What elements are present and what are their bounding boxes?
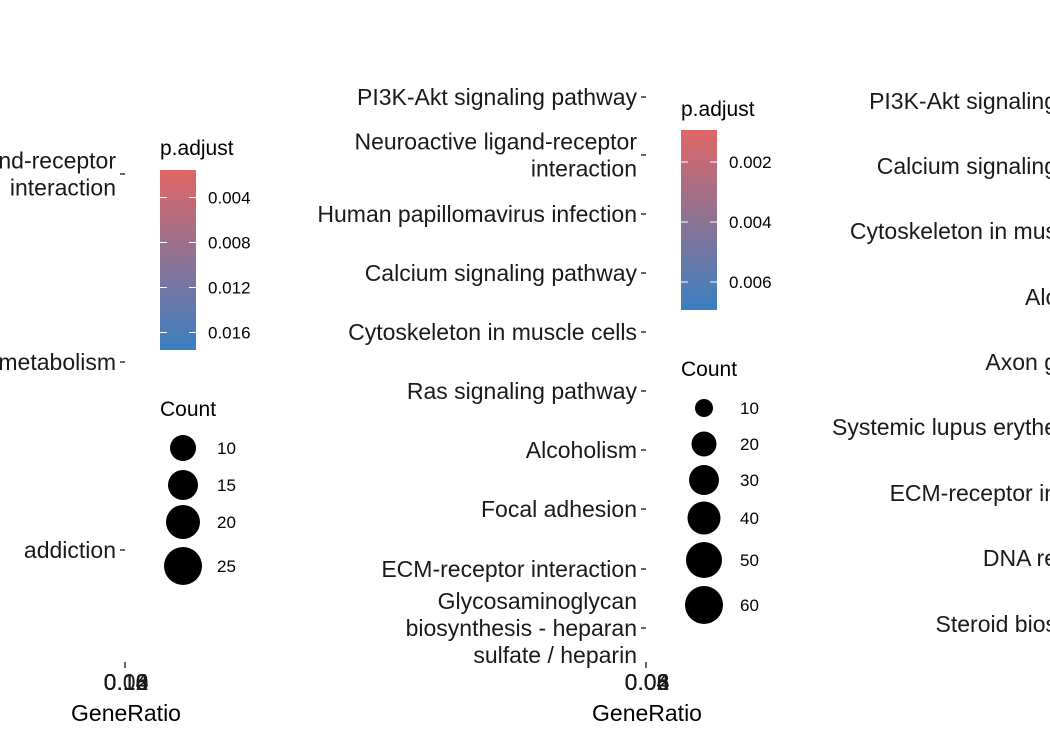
color-bar	[681, 130, 717, 310]
color-legend-label: 0.008	[208, 234, 251, 253]
color-legend-title: p.adjust	[681, 98, 755, 121]
x-axis-title: GeneRatio	[71, 700, 181, 726]
y-tick-label: PI3K-Akt signaling pathway	[357, 84, 637, 110]
size-legend-label: 50	[740, 551, 759, 570]
y-tick-label: metabolism	[0, 349, 116, 375]
size-legend-dot	[164, 547, 202, 585]
size-legend-label: 60	[740, 596, 759, 615]
y-tick-label: Systemic lupus erythe	[832, 414, 1050, 440]
size-legend-label: 30	[740, 471, 759, 490]
y-tick-label: PI3K-Akt signaling	[869, 88, 1050, 114]
y-tick-label: ECM-receptor in	[890, 480, 1050, 506]
size-legend-dot	[691, 431, 717, 457]
size-legend-dot	[170, 435, 196, 461]
size-legend-label: 40	[740, 509, 759, 528]
color-legend: p.adjust 0.004 0.008 0.012 0.016	[160, 137, 251, 350]
x-tick-label: 0.06	[625, 669, 670, 695]
y-tick-label: addiction	[24, 537, 116, 563]
size-legend-label: 20	[740, 435, 759, 454]
y-tick-label: Steroid bios	[936, 611, 1050, 637]
y-tick-label: Calcium signaling pathway	[365, 260, 638, 286]
x-tick-label: 0.10	[104, 669, 149, 695]
color-legend-label: 0.002	[729, 153, 772, 172]
size-legend-dot	[166, 505, 200, 539]
x-tick-label: 0.16	[104, 669, 149, 695]
y-tick-label: Cytoskeleton in muscle cells	[348, 319, 637, 345]
size-legend-label: 25	[217, 557, 236, 576]
size-legend-label: 10	[740, 399, 759, 418]
y-tick-label: DNA re	[983, 545, 1050, 571]
size-legend-dot	[686, 542, 722, 578]
x-tick-label: 0.04	[625, 669, 670, 695]
y-tick-label: Ras signaling pathway	[407, 378, 638, 404]
y-tick-label: Calcium signaling	[877, 153, 1050, 179]
y-tick-label: Cytoskeleton in mus	[850, 218, 1050, 244]
y-tick-label: Alc	[1025, 284, 1050, 310]
size-legend-dot	[689, 465, 719, 495]
y-tick-label: Focal adhesion	[481, 496, 637, 522]
x-tick-label: 0.08	[625, 669, 670, 695]
size-legend-title: Count	[160, 398, 216, 421]
y-tick-label: ECM-receptor interaction	[381, 556, 637, 582]
y-tick-label: Axon g	[985, 349, 1050, 375]
color-bar	[160, 170, 196, 350]
color-legend-label: 0.004	[729, 213, 772, 232]
x-axis-title: GeneRatio	[592, 700, 702, 726]
color-legend-title: p.adjust	[160, 137, 234, 160]
size-legend-dot	[168, 470, 198, 500]
size-legend-dot	[685, 586, 723, 624]
size-legend-dot	[687, 501, 721, 535]
color-legend: p.adjust 0.002 0.004 0.006	[681, 98, 772, 310]
x-tick-label: 0.02	[625, 669, 670, 695]
x-tick-label: 0.08	[104, 669, 149, 695]
y-tick-label: Human papillomavirus infection	[317, 201, 637, 227]
size-legend-title: Count	[681, 358, 737, 381]
size-legend-label: 20	[217, 513, 236, 532]
chart-panel-3: PI3K-Akt signaling Calcium signaling Cytos…	[832, 88, 1050, 637]
color-legend-label: 0.006	[729, 273, 772, 292]
size-legend-label: 15	[217, 476, 236, 495]
size-legend-dot	[695, 399, 713, 417]
size-legend-label: 10	[217, 439, 236, 458]
x-tick-label: 0.14	[104, 669, 149, 695]
x-tick-label: 0.12	[104, 669, 149, 695]
chart-panel-2: PI3K-Akt signaling pathway Neuroactive li…	[317, 84, 771, 726]
color-legend-label: 0.016	[208, 324, 251, 343]
color-legend-label: 0.012	[208, 279, 251, 298]
color-legend-label: 0.004	[208, 189, 251, 208]
y-tick-label: Glycosaminoglycan biosynthesis - heparan s…	[406, 588, 637, 668]
y-tick-label: Alcoholism	[526, 437, 637, 463]
